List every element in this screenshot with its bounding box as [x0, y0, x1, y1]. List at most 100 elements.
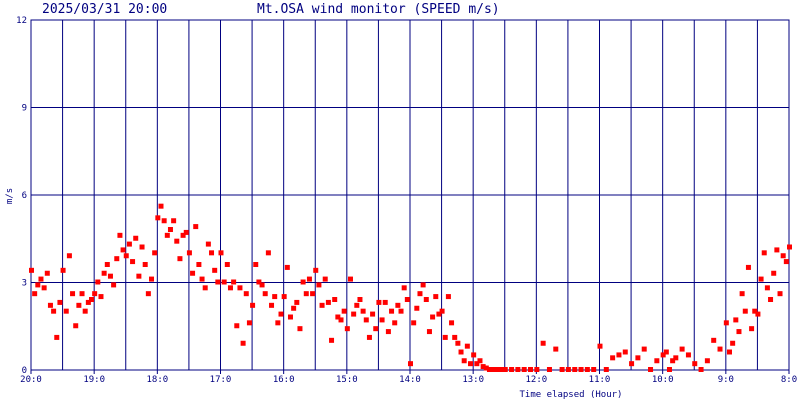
data-point	[171, 218, 177, 224]
timestamp-label: 2025/03/31 20:00	[42, 2, 167, 17]
data-point	[521, 367, 527, 372]
data-point	[107, 273, 113, 279]
data-point	[63, 308, 69, 314]
data-point	[73, 323, 79, 329]
data-point	[385, 329, 391, 335]
data-point	[540, 340, 546, 346]
data-point	[234, 323, 240, 329]
data-point	[578, 367, 584, 372]
y-axis-label: m/s	[5, 188, 15, 204]
data-point	[433, 294, 439, 300]
data-point	[546, 367, 552, 372]
data-point	[145, 291, 151, 297]
data-point	[32, 291, 38, 297]
data-point	[60, 267, 66, 273]
x-tick-label: 20:0	[20, 375, 42, 385]
data-point	[679, 346, 685, 352]
data-point	[95, 279, 101, 285]
x-tick-label: 14:0	[399, 375, 421, 385]
data-point	[392, 320, 398, 326]
data-point	[152, 250, 158, 256]
data-point	[354, 302, 360, 308]
data-point	[316, 282, 322, 288]
data-point	[287, 314, 293, 320]
data-point	[774, 247, 780, 253]
data-point	[404, 297, 410, 302]
data-points	[29, 203, 792, 372]
data-point	[117, 232, 123, 238]
data-point	[89, 297, 95, 302]
data-point	[250, 302, 256, 308]
data-point	[761, 250, 767, 256]
data-point	[209, 250, 215, 256]
data-point	[534, 367, 540, 372]
data-point	[752, 308, 758, 314]
data-point	[237, 285, 243, 291]
data-point	[310, 291, 316, 297]
data-point	[622, 349, 628, 355]
data-point	[262, 291, 268, 297]
data-point	[509, 367, 515, 372]
data-point	[174, 238, 180, 244]
data-point	[240, 340, 246, 346]
data-point	[29, 267, 34, 273]
data-point	[496, 367, 502, 372]
data-point	[313, 267, 319, 273]
data-point	[272, 294, 278, 300]
data-point	[692, 361, 698, 367]
data-point	[341, 308, 347, 314]
data-point	[149, 276, 155, 282]
data-point	[395, 302, 401, 308]
data-point	[243, 291, 249, 297]
data-point	[414, 305, 420, 311]
data-point	[193, 224, 199, 230]
data-point	[155, 215, 161, 221]
data-point	[670, 358, 676, 364]
plot-frame	[30, 19, 790, 371]
data-point	[111, 282, 117, 288]
data-point	[515, 367, 521, 372]
data-point	[70, 291, 76, 297]
data-point	[218, 250, 224, 256]
data-point	[183, 229, 189, 235]
data-point	[227, 285, 233, 291]
data-point	[755, 311, 761, 317]
data-point	[338, 317, 344, 323]
data-point	[357, 297, 363, 302]
y-tick-label: 0	[22, 366, 27, 376]
data-point	[764, 285, 770, 291]
x-tick-label: 13:0	[462, 375, 484, 385]
data-point	[452, 334, 458, 340]
data-point	[660, 352, 666, 358]
data-point	[426, 329, 432, 335]
data-point	[329, 337, 335, 343]
data-point	[196, 262, 202, 267]
data-point	[490, 367, 496, 372]
data-point	[704, 358, 710, 364]
data-point	[363, 317, 369, 323]
data-point	[275, 320, 281, 326]
data-point	[101, 270, 107, 276]
data-point	[401, 285, 407, 291]
data-point	[480, 364, 486, 370]
data-point	[35, 282, 41, 288]
data-point	[47, 302, 53, 308]
data-point	[464, 343, 470, 349]
data-point	[673, 355, 679, 361]
data-point	[455, 340, 461, 346]
data-point	[161, 218, 167, 224]
data-point	[104, 262, 110, 267]
data-point	[221, 279, 227, 285]
grid-layer	[30, 19, 790, 374]
data-point	[398, 308, 404, 314]
data-point	[430, 314, 436, 320]
data-point	[306, 276, 312, 282]
data-point	[572, 367, 578, 372]
data-point	[742, 308, 748, 314]
data-point	[281, 294, 287, 300]
data-point	[685, 352, 691, 358]
data-point	[300, 279, 306, 285]
data-point	[730, 340, 736, 346]
data-point	[202, 285, 208, 291]
